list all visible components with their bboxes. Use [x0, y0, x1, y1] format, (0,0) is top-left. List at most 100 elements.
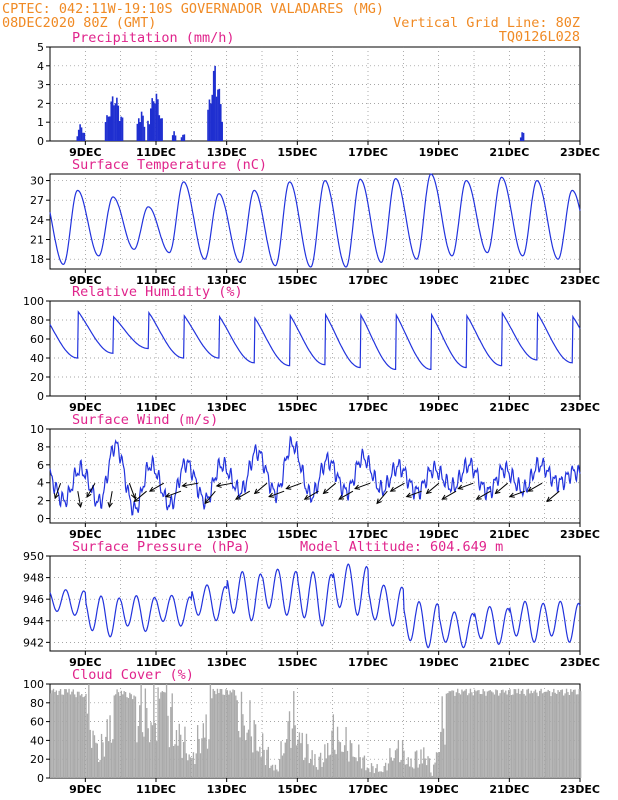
cloud-bar [336, 726, 339, 778]
precip-ytick-label: 0 [37, 135, 44, 148]
cloud-bar [488, 690, 490, 778]
cloud-bar [280, 741, 282, 778]
cloud-bar [563, 695, 565, 778]
cloud-bar [578, 689, 580, 778]
cloud-xtick-label: 17DEC [348, 783, 388, 796]
wind-arrow-head [130, 493, 136, 500]
cloud-bar [356, 761, 359, 778]
cloud-bar [517, 688, 520, 778]
cloud-bar [462, 691, 465, 778]
cloud-bar [130, 694, 132, 778]
cloud-bar [304, 757, 306, 778]
precip-bar [212, 70, 215, 141]
temp-panel: 18 21 24 27 30 9DEC 11DEC 13DEC 15DEC 17DEC 19DEC 2… [30, 173, 600, 287]
cloud-bar [246, 732, 248, 778]
cloud-bar [438, 751, 441, 778]
cloud-bar [141, 732, 144, 778]
wind-arrow-head [253, 488, 260, 495]
precip-bar [116, 97, 118, 141]
cloud-bar [54, 691, 56, 778]
temp-ytick-label: 27 [30, 194, 44, 207]
cloud-bar [305, 733, 308, 778]
wind-arrow-shaft [235, 490, 251, 500]
cloud-bar [457, 688, 459, 778]
cloud-xtick-label: 23DEC [560, 783, 600, 796]
wind-arrow-head [285, 484, 292, 490]
cloud-bar [109, 715, 111, 778]
cloud-bar [372, 766, 374, 778]
wind-arrow-head [77, 502, 83, 509]
cloud-bar [571, 691, 573, 778]
precip-bar [148, 124, 151, 141]
cloud-bar [351, 743, 353, 778]
cloud-bar [115, 694, 117, 778]
cloud-bar [157, 687, 159, 778]
header-date: 08DEC2020 80Z (GMT) [2, 15, 156, 31]
cloud-bar [202, 723, 204, 778]
cloud-bar [196, 725, 199, 778]
cloud-bar [471, 692, 473, 778]
precip-bar [211, 94, 214, 141]
cloud-bar [105, 736, 107, 778]
cloud-bar [339, 742, 342, 778]
cloud-bar [171, 693, 173, 778]
cloud-bar [277, 771, 279, 778]
wind-arrow-head [215, 482, 222, 488]
wind-xtick-label: 23DEC [560, 528, 600, 541]
temp-ytick-label: 18 [30, 253, 44, 266]
cloud-bar [334, 749, 336, 778]
cloud-bar [520, 690, 522, 778]
cloud-bar [550, 696, 552, 778]
cloud-bar [69, 694, 72, 778]
cloud-bar [271, 764, 274, 778]
cloud-bar [293, 691, 295, 778]
precip-bar [79, 124, 81, 141]
cloud-bar [140, 684, 142, 778]
wind-arrow-head [354, 484, 361, 490]
precip-frame [49, 46, 581, 142]
precip-xtick-label: 11DEC [136, 146, 176, 159]
cloud-bar [291, 728, 294, 778]
cloud-bar [448, 691, 450, 778]
rh-xtick-label: 11DEC [136, 401, 176, 414]
cloud-bar [482, 689, 484, 778]
cloud-bar [434, 762, 436, 778]
cloud-bar [411, 767, 414, 778]
precip-bar [104, 122, 107, 141]
cloud-xtick-label: 19DEC [419, 783, 459, 796]
cloud-bar [414, 751, 416, 778]
pressure-xtick-label: 15DEC [277, 656, 317, 669]
cloud-bar [360, 768, 363, 778]
pressure-xtick-label: 9DEC [69, 656, 101, 669]
cloud-bar [421, 763, 424, 778]
cloud-bar [331, 730, 333, 778]
cloud-bar [311, 750, 313, 778]
cloud-bar [274, 764, 277, 778]
temp-xtick-label: 23DEC [560, 274, 600, 287]
precip-bar [161, 118, 163, 141]
precip-bar [208, 99, 211, 141]
cloud-bar [273, 770, 275, 778]
cloud-bar [134, 696, 137, 778]
wind-arrow-head [148, 486, 155, 492]
wind-title: Surface Wind (m/s) [72, 412, 218, 428]
cloud-bar [288, 711, 291, 778]
pressure-xtick-label: 23DEC [560, 656, 600, 669]
cloud-bar [554, 692, 556, 778]
pressure-title: Surface Pressure (hPa) [72, 539, 251, 555]
rh-ytick-label: 100 [23, 295, 44, 308]
cloud-bar [131, 699, 134, 778]
cloud-bar [307, 744, 309, 778]
cloud-bar [382, 772, 384, 778]
wind-arrow-shaft [354, 482, 371, 490]
rh-xtick-label: 9DEC [69, 401, 101, 414]
precip-bar [117, 105, 120, 141]
cloud-bar [502, 689, 504, 778]
cloud-bar [459, 694, 462, 778]
precip-bar [118, 120, 121, 141]
cloud-bar [490, 691, 493, 778]
cloud-bar [264, 765, 267, 778]
precip-bar [120, 116, 122, 141]
cloud-bar [68, 688, 70, 778]
cloud-bar [199, 753, 202, 778]
